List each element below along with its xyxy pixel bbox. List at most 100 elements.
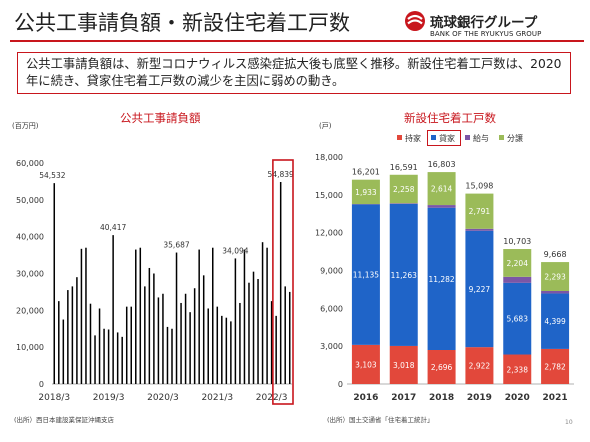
left-x-tick-label: 2018/3: [38, 393, 70, 403]
housing-segment-label: 2,782: [544, 362, 566, 371]
left-y-tick-label: 20,000: [16, 306, 44, 315]
left-x-tick-label: 2019/3: [93, 393, 125, 403]
public-works-bar: [275, 315, 277, 384]
housing-segment-給与: [541, 290, 570, 294]
right-chart-unit: (戸): [319, 122, 332, 130]
public-works-data-label: 35,687: [163, 241, 189, 250]
legend-item: 持家: [397, 133, 421, 144]
public-works-bar: [266, 247, 268, 384]
legend-label: 持家: [405, 134, 421, 143]
right-x-tick-label: 2018: [429, 393, 454, 403]
public-works-bar: [157, 297, 160, 384]
right-y-tick-label: 3,000: [320, 342, 343, 351]
right-y-tick-label: 6,000: [320, 304, 343, 313]
housing-segment-分譲: [389, 174, 418, 204]
public-works-bar: [112, 235, 114, 384]
legend-label: 分譲: [507, 134, 523, 143]
right-chart-title: 新設住宅着工戸数: [404, 111, 496, 125]
housing-segment-label: 5,683: [507, 315, 529, 324]
summary-box: 公共工事請負額は、新型コロナウィルス感染症拡大後も底堅く推移。新設住宅着工戸数は…: [17, 52, 571, 94]
legend-swatch: [431, 135, 436, 140]
left-chart-unit: (百万円): [12, 122, 39, 130]
public-works-bar: [162, 293, 164, 384]
public-works-bar: [71, 286, 74, 384]
left-y-tick-label: 60,000: [16, 159, 44, 168]
housing-total-label: 15,098: [465, 182, 493, 191]
left-y-tick-label: 30,000: [16, 270, 44, 279]
left-x-tick-label: 2021/3: [201, 393, 233, 403]
public-works-bar: [153, 273, 155, 384]
right-x-tick-label: 2020: [505, 393, 530, 403]
public-works-bar: [130, 306, 132, 384]
right-x-tick-label: 2016: [353, 393, 378, 403]
public-works-bar: [89, 303, 92, 384]
housing-total-label: 16,803: [428, 160, 456, 169]
public-works-bar: [148, 267, 151, 384]
public-works-bar: [98, 308, 101, 384]
public-works-data-label: 40,417: [100, 223, 126, 232]
public-works-bar: [94, 335, 96, 384]
public-works-bar: [257, 279, 259, 384]
housing-segment-分譲: [351, 179, 380, 205]
public-works-bar: [139, 247, 142, 384]
left-y-tick-label: 10,000: [16, 343, 44, 352]
housing-segment-貸家: [541, 293, 570, 349]
slide-title: 公共工事請負額・新設住宅着工戸数: [14, 11, 350, 35]
housing-segment-分譲: [541, 262, 570, 291]
public-works-bar: [243, 249, 246, 384]
housing-segment-label: 2,338: [507, 365, 529, 374]
right-chart-source: (出所）国土交通省「住宅着工統計」: [327, 416, 434, 424]
legend-highlight: [427, 130, 461, 146]
public-works-bar: [107, 329, 110, 384]
right-y-tick-label: 15,000: [315, 191, 343, 200]
public-works-bar: [184, 293, 187, 384]
right-x-tick-label: 2019: [467, 393, 492, 403]
right-y-tick-label: 0: [338, 380, 343, 389]
housing-segment-給与: [427, 205, 456, 208]
public-works-bar: [175, 252, 178, 384]
legend-label: 貸家: [439, 134, 455, 143]
housing-segment-label: 1,933: [355, 188, 377, 197]
public-works-bar: [230, 321, 232, 384]
public-works-bar: [221, 315, 223, 384]
housing-starts-chart: 0 3,000 6,000 9,000 12,000 15,000 18,000 3,103 1…: [315, 153, 574, 403]
housing-segment-貸家: [389, 203, 418, 346]
housing-segment-label: 2,922: [469, 362, 491, 371]
public-works-bar: [279, 182, 282, 384]
legend-item: 給与: [465, 133, 489, 144]
public-works-bar: [270, 301, 273, 384]
public-works-data-label: 54,532: [39, 171, 65, 180]
housing-segment-貸家: [427, 207, 456, 351]
housing-segment-給与: [389, 203, 418, 204]
housing-segment-分譲: [465, 193, 494, 229]
public-works-bar: [103, 328, 105, 384]
housing-total-label: 10,703: [503, 237, 531, 246]
housing-segment-持家: [541, 348, 570, 384]
housing-segment-持家: [389, 345, 418, 384]
housing-segment-分譲: [427, 172, 456, 206]
legend-item: 分譲: [499, 133, 523, 144]
public-works-bar: [121, 336, 123, 384]
public-works-bar: [248, 282, 250, 384]
public-works-bar: [166, 326, 169, 384]
logo-mark-icon: [405, 11, 425, 31]
housing-segment-label: 2,204: [507, 259, 529, 268]
housing-segment-持家: [351, 344, 380, 384]
housing-segment-貸家: [465, 230, 494, 348]
housing-segment-label: 2,696: [431, 363, 453, 372]
left-y-tick-label: 50,000: [16, 196, 44, 205]
legend-swatch: [465, 135, 470, 140]
housing-segment-label: 11,135: [353, 271, 379, 280]
housing-segment-label: 11,263: [391, 271, 417, 280]
housing-segment-貸家: [351, 204, 380, 345]
public-works-data-label: 54,839: [268, 170, 294, 179]
public-works-bar: [261, 242, 264, 384]
public-works-bar: [288, 291, 291, 384]
logo-name: 琉球銀行グループ: [430, 15, 538, 31]
housing-total-label: 16,201: [352, 168, 380, 177]
housing-segment-持家: [503, 354, 532, 384]
housing-segment-給与: [503, 276, 532, 283]
public-works-bar: [189, 312, 191, 384]
public-works-bar: [216, 306, 219, 384]
company-logo: 琉球銀行グループ BANK OF THE RYUKYUS GROUP: [398, 8, 584, 48]
